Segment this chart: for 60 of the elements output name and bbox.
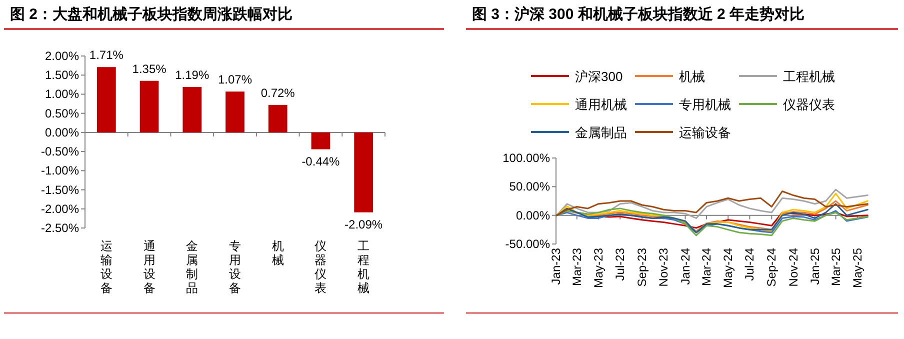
x-tick-label: Jan-25 [808, 248, 822, 285]
data-label: 1.35% [132, 62, 167, 76]
legend-label: 机械 [679, 69, 705, 84]
legend-label: 工程机械 [783, 69, 835, 84]
y-tick-label: 0.00% [516, 208, 550, 222]
bar [354, 132, 373, 212]
x-tick-label: Mar-24 [700, 248, 714, 286]
bar [140, 80, 159, 132]
y-tick-label: 1.00% [44, 87, 80, 102]
bar [97, 67, 116, 132]
legend-label: 运输设备 [679, 125, 731, 140]
chart-title: 图 3：沪深 300 和机械子板块指数近 2 年走势对比 [472, 5, 805, 23]
x-tick-label: Nov-24 [786, 248, 800, 287]
bar [182, 86, 202, 132]
y-tick-label: 100.00% [502, 151, 550, 165]
data-label: 1.07% [218, 72, 252, 87]
y-tick-label: 0.50% [44, 106, 80, 120]
x-tick-label: Sep-24 [764, 248, 779, 287]
legend-label: 金属制品 [575, 125, 627, 140]
x-tick-label: Jul-24 [742, 248, 757, 281]
y-tick-label: -1.00% [40, 164, 80, 178]
bar [226, 92, 244, 132]
y-tick-label: -1.50% [40, 182, 80, 197]
chart-title: 图 2：大盘和机械子板块指数周涨跌幅对比 [10, 6, 293, 23]
y-tick-label: 0.00% [44, 125, 80, 140]
x-tick-label: Mar-25 [828, 248, 843, 286]
data-label: 1.19% [175, 68, 210, 82]
x-tick-label: 仪器仪表 [314, 239, 327, 295]
x-tick-label: Mar-23 [570, 248, 584, 286]
legend-label: 沪深300 [575, 69, 623, 84]
x-tick-label: May-23 [591, 248, 606, 288]
y-tick-label: -50.00% [505, 237, 550, 251]
data-label: -0.44% [302, 154, 340, 168]
x-tick-label: 专用设备 [229, 239, 241, 295]
data-label: 1.71% [89, 48, 124, 62]
x-tick-label: 金属制品 [186, 239, 198, 295]
legend-label: 仪器仪表 [783, 97, 835, 112]
legend-label: 通用机械 [575, 97, 627, 112]
y-tick-label: -2.00% [40, 202, 80, 216]
x-tick-label: 运输设备 [100, 239, 112, 295]
bar [311, 132, 330, 150]
y-tick-label: -2.50% [40, 221, 80, 235]
x-tick-label: Jan-23 [549, 248, 563, 285]
x-tick-label: 通用设备 [143, 239, 156, 295]
x-tick-label: Jul-23 [613, 248, 628, 281]
x-tick-label: Nov-23 [656, 248, 671, 287]
x-tick-label: Jan-24 [678, 248, 692, 285]
data-label: -2.09% [344, 217, 383, 232]
x-tick-label: May-25 [850, 248, 864, 288]
legend-label: 专用机械 [679, 97, 731, 112]
x-tick-label: May-24 [721, 248, 736, 288]
y-tick-label: 50.00% [509, 180, 550, 194]
x-tick-label: Sep-23 [635, 248, 650, 287]
x-tick-label: 工程机械 [358, 239, 370, 295]
x-tick-label: 机械 [272, 239, 284, 267]
y-tick-label: 2.00% [44, 49, 80, 63]
y-tick-label: 1.50% [44, 68, 80, 82]
data-label: 0.72% [260, 86, 296, 100]
bar [268, 104, 288, 132]
y-tick-label: -0.50% [40, 144, 80, 159]
